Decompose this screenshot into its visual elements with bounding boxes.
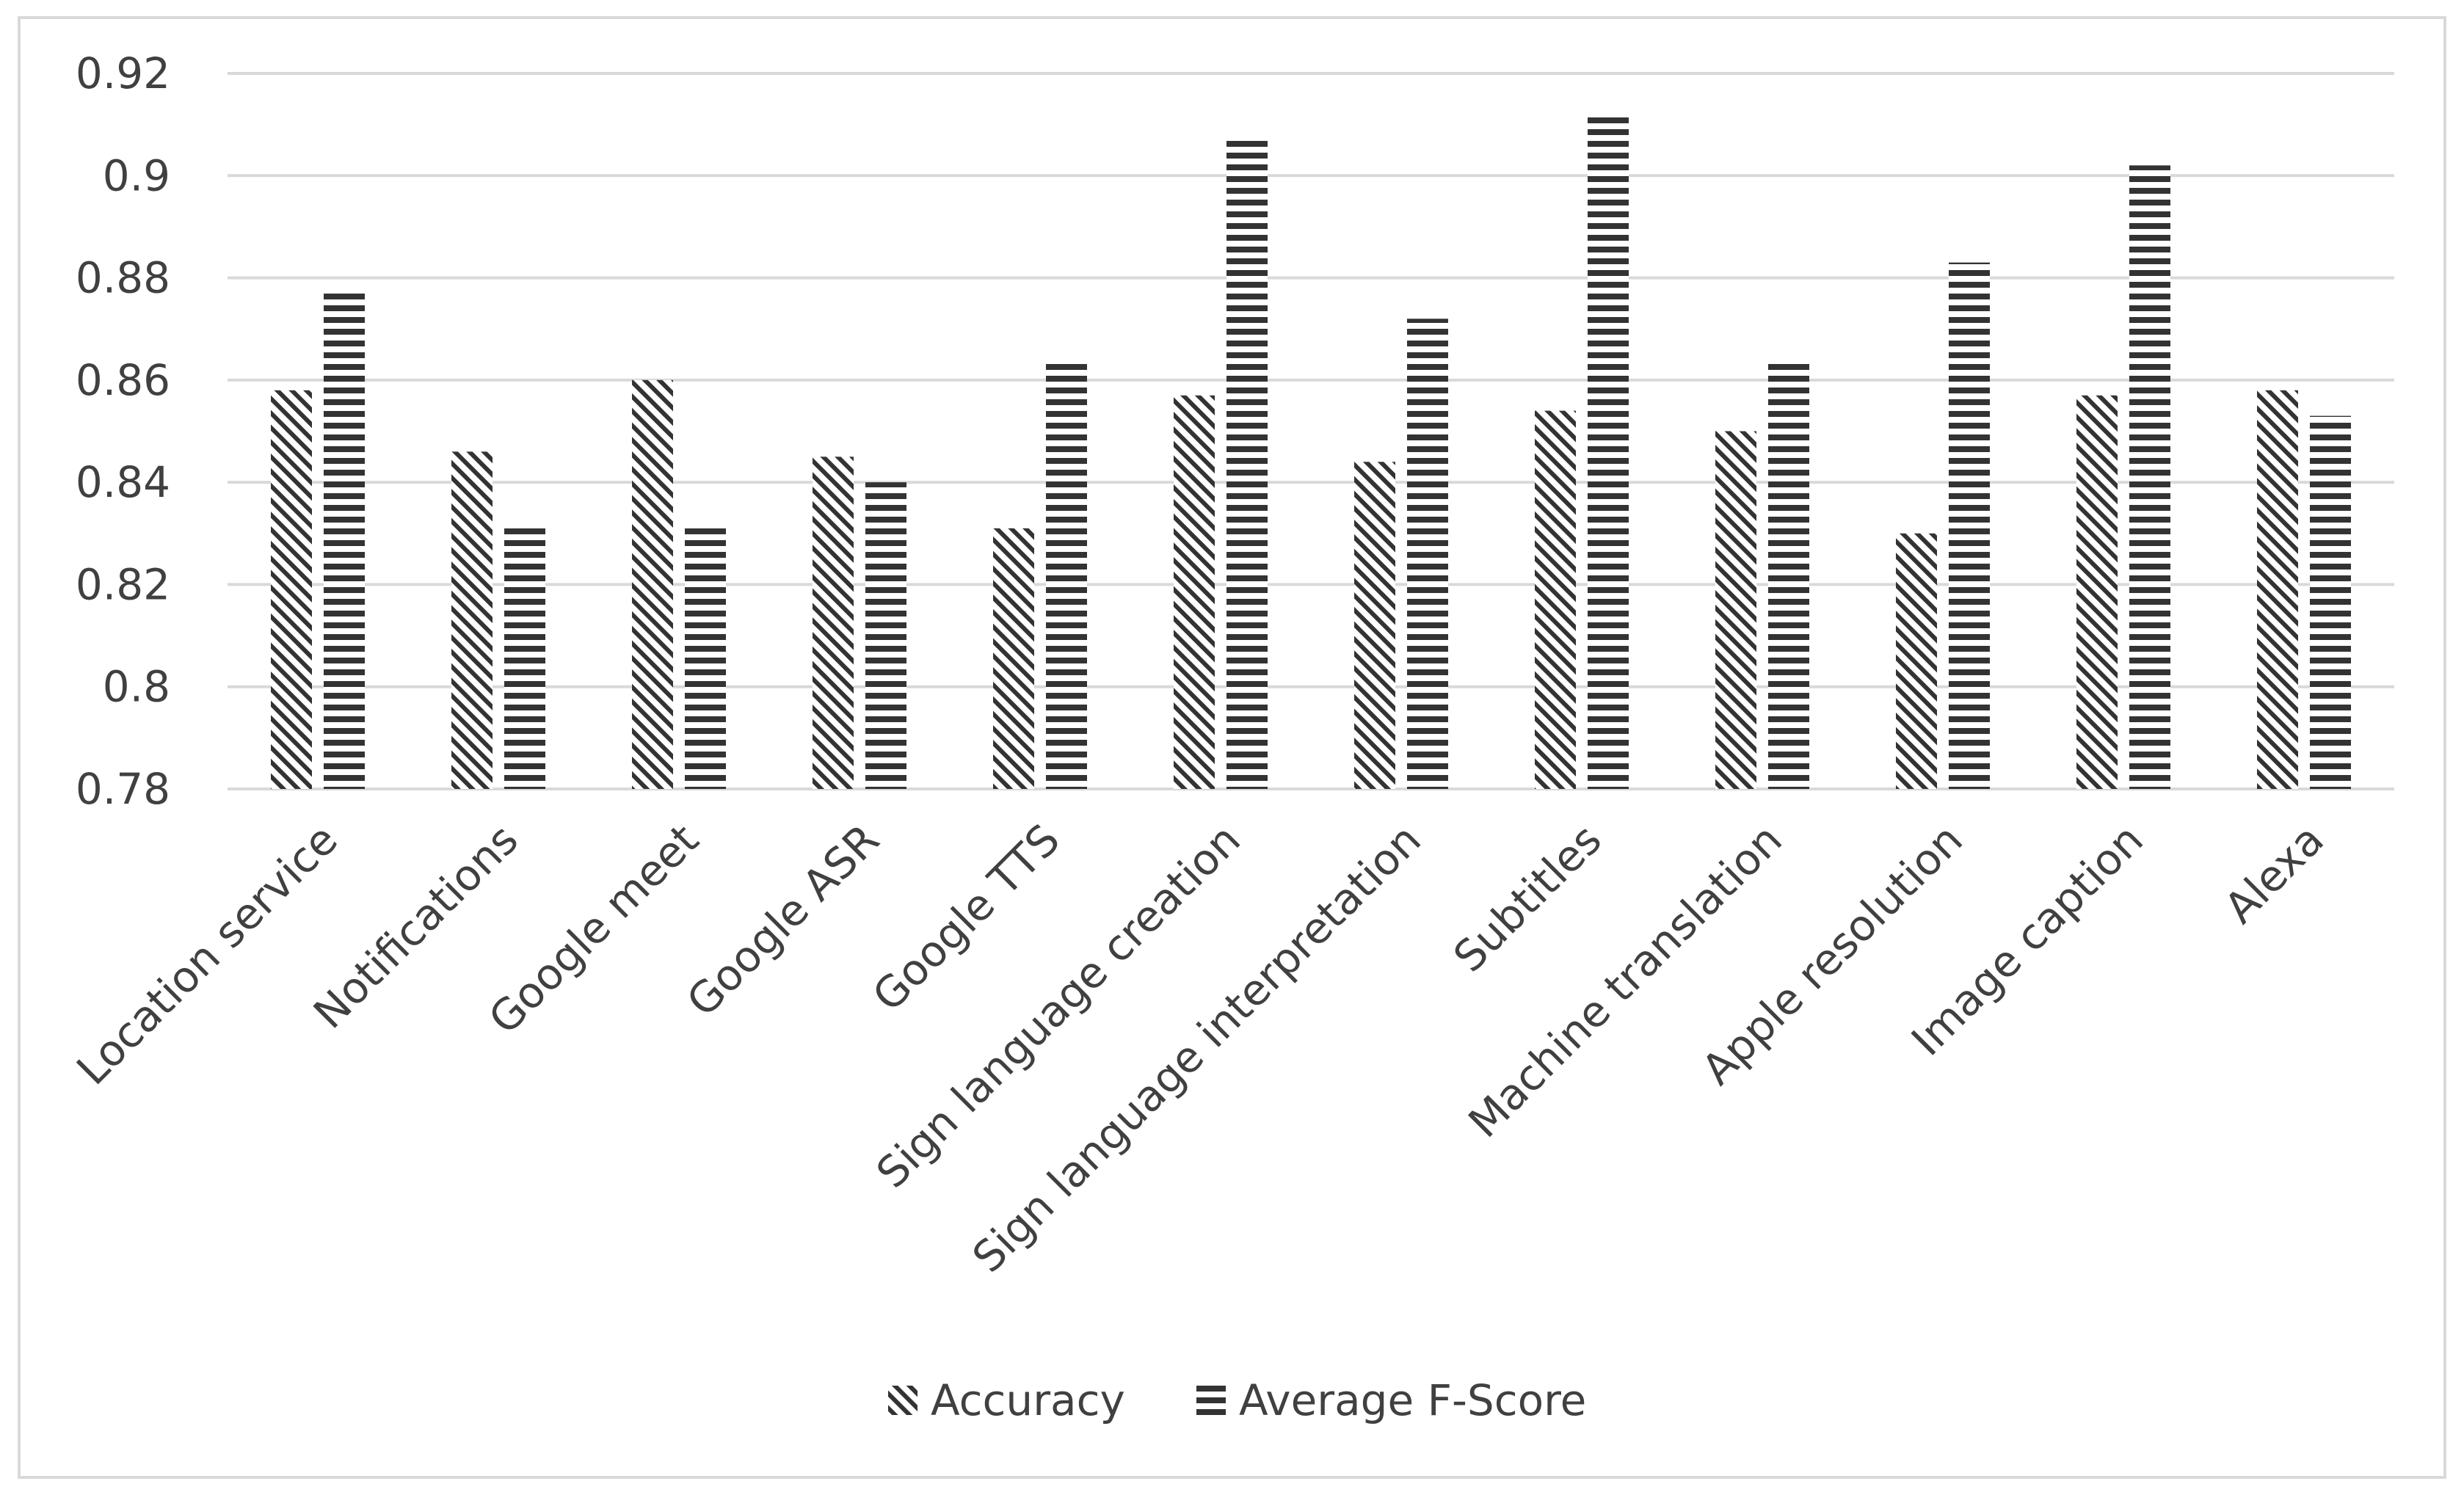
bar-average-f-score xyxy=(2310,415,2351,789)
y-tick-label: 0.88 xyxy=(76,253,170,303)
y-tick-label: 0.84 xyxy=(76,457,170,507)
bar-accuracy xyxy=(1174,395,1215,789)
bar-average-f-score xyxy=(1949,262,1990,789)
bar-average-f-score xyxy=(504,523,545,789)
y-tick-label: 0.8 xyxy=(103,662,170,712)
bar-average-f-score xyxy=(1768,360,1809,789)
bar-accuracy xyxy=(632,379,673,789)
bar-average-f-score xyxy=(1588,114,1629,789)
y-axis-tick-labels: 0.92 0.9 0.88 0.86 0.84 0.82 0.8 0.78 xyxy=(76,48,170,814)
bars xyxy=(271,114,2351,790)
bar-accuracy xyxy=(2257,390,2298,789)
y-tick-label: 0.86 xyxy=(76,355,170,405)
bar-average-f-score xyxy=(865,482,906,789)
y-tick-label: 0.92 xyxy=(76,48,170,98)
bar-accuracy xyxy=(1715,431,1756,789)
legend: Accuracy Average F-Score xyxy=(888,1375,1586,1425)
bar-accuracy xyxy=(1535,410,1576,789)
gridlines xyxy=(228,72,2394,790)
bar-accuracy xyxy=(451,451,493,789)
y-tick-label: 0.82 xyxy=(76,559,170,609)
bar-average-f-score xyxy=(324,288,365,789)
bar-accuracy xyxy=(1896,533,1937,789)
bar-average-f-score xyxy=(1226,139,1268,790)
legend-label-average-f-score: Average F-Score xyxy=(1239,1375,1586,1425)
bar-accuracy xyxy=(2076,395,2118,789)
bar-accuracy xyxy=(993,528,1034,789)
legend-swatch-accuracy xyxy=(888,1386,917,1415)
bar-average-f-score xyxy=(2129,165,2170,789)
bar-average-f-score xyxy=(685,523,726,789)
legend-swatch-average-f-score xyxy=(1196,1386,1226,1415)
bar-average-f-score xyxy=(1407,319,1448,789)
bar-accuracy xyxy=(1354,462,1395,789)
y-tick-label: 0.78 xyxy=(76,764,170,814)
y-tick-label: 0.9 xyxy=(103,150,170,200)
bar-average-f-score xyxy=(1046,360,1087,789)
bar-accuracy xyxy=(813,456,854,789)
legend-label-accuracy: Accuracy xyxy=(931,1375,1125,1425)
bar-accuracy xyxy=(271,390,312,789)
